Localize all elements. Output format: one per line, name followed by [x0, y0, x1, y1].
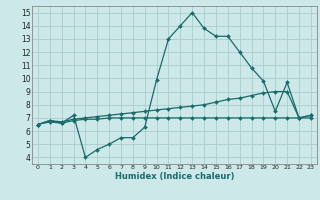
X-axis label: Humidex (Indice chaleur): Humidex (Indice chaleur) [115, 172, 234, 181]
